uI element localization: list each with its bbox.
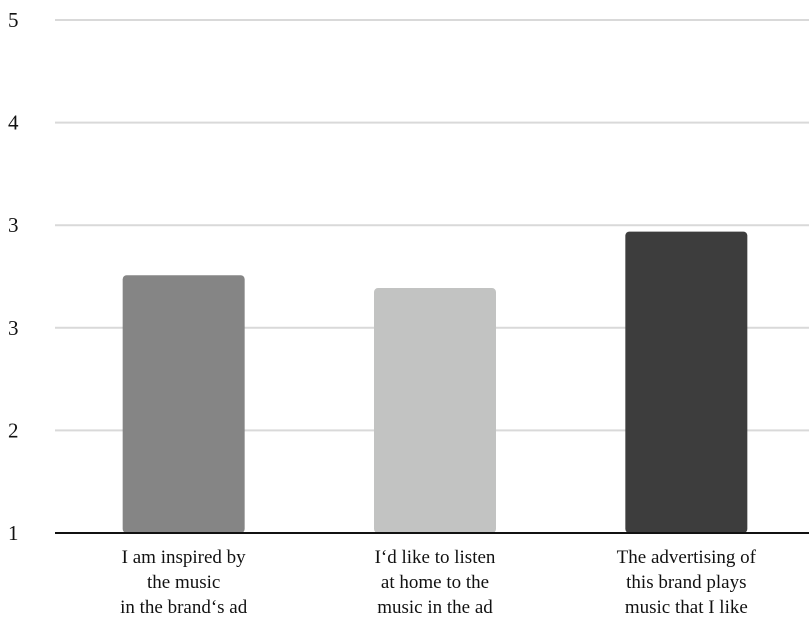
bar: [122, 275, 245, 533]
bars: [122, 231, 748, 534]
x-category-label-line: in the brand‘s ad: [120, 597, 248, 618]
y-tick-label: 4: [8, 111, 19, 135]
x-category-label-line: I‘d like to listen: [375, 547, 496, 568]
x-category-label-line: The advertising of: [617, 547, 757, 568]
bar: [625, 231, 748, 534]
x-category-label: I am inspired by the music in the brand‘s …: [120, 547, 248, 618]
x-category-label-line: the music: [147, 572, 220, 593]
y-tick-label: 3: [8, 213, 19, 237]
x-category-label-line: I am inspired by: [122, 547, 247, 568]
y-tick-labels: 1 2 3 3 4 5: [8, 8, 19, 545]
x-category-labels: I am inspired by the music in the brand‘s …: [120, 547, 757, 618]
y-tick-label: 5: [8, 8, 19, 32]
x-category-label-line: at home to the: [381, 572, 489, 593]
x-category-label: The advertising of this brand plays music …: [617, 547, 757, 618]
x-category-label: I‘d like to listen at home to the music in…: [375, 547, 496, 618]
x-category-label-line: music that I like: [625, 597, 748, 618]
y-tick-label: 1: [8, 521, 19, 545]
y-tick-label: 3: [8, 316, 19, 340]
x-category-label-line: music in the ad: [377, 597, 493, 618]
y-tick-label: 2: [8, 418, 19, 442]
x-category-label-line: this brand plays: [626, 572, 746, 593]
bar: [374, 288, 496, 533]
